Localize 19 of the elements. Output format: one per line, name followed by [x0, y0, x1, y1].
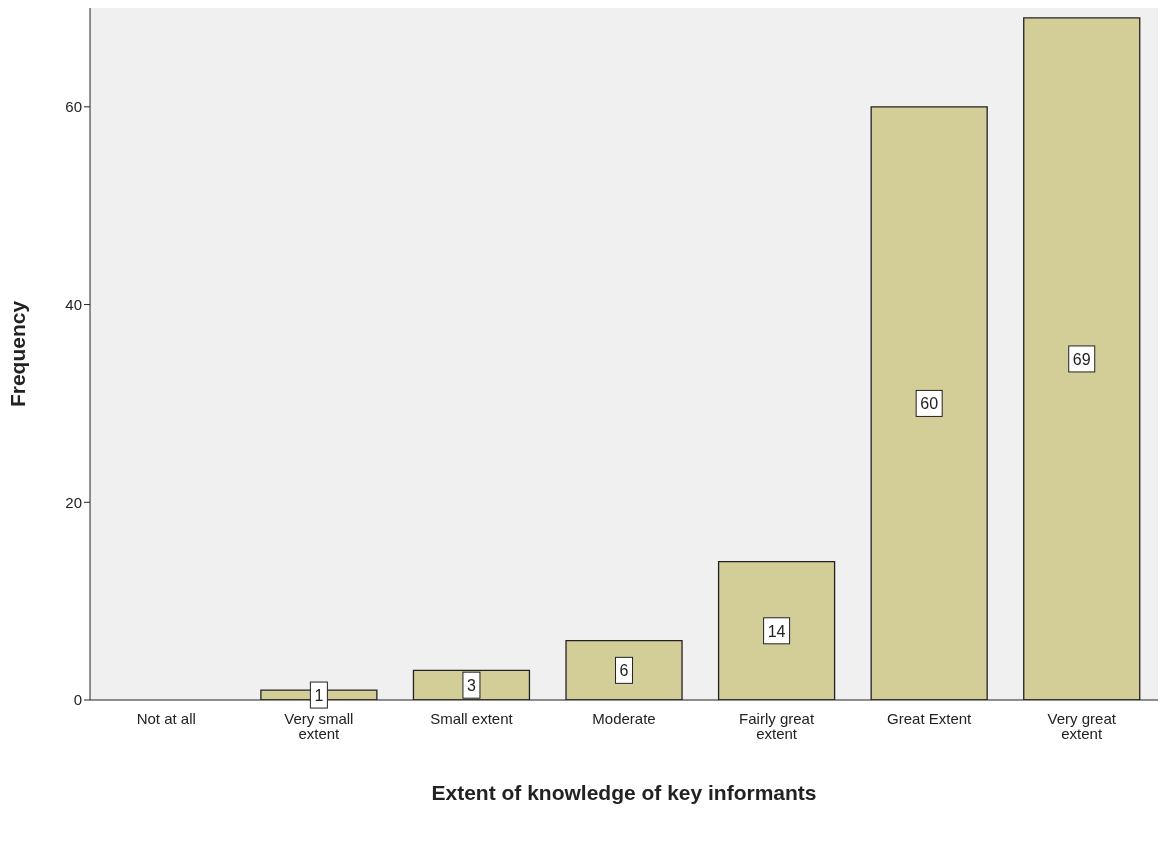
x-tick-label: Fairly great extent	[739, 710, 815, 742]
data-label: 6	[619, 662, 629, 680]
x-tick-label: Great Extent	[887, 710, 973, 727]
y-tick-label: 40	[65, 295, 82, 313]
y-axis-title: Frequency	[6, 300, 30, 408]
x-tick-label: Very small extent	[284, 710, 354, 742]
x-tick-label: Very great extent	[1047, 710, 1117, 742]
x-axis-title: Extent of knowledge of key informants	[431, 781, 817, 804]
data-label: 69	[1072, 350, 1091, 368]
x-tick-label: Not at all	[136, 710, 196, 727]
y-tick-label: 20	[65, 493, 82, 511]
x-tick-label: Moderate	[592, 710, 656, 727]
data-label: 14	[767, 622, 786, 640]
y-tick-label: 0	[73, 691, 82, 709]
data-label: 60	[920, 395, 939, 413]
x-tick-label: Small extent	[430, 710, 514, 727]
y-tick-label: 60	[65, 98, 82, 116]
data-label: 1	[314, 687, 324, 705]
data-label: 3	[467, 677, 476, 695]
